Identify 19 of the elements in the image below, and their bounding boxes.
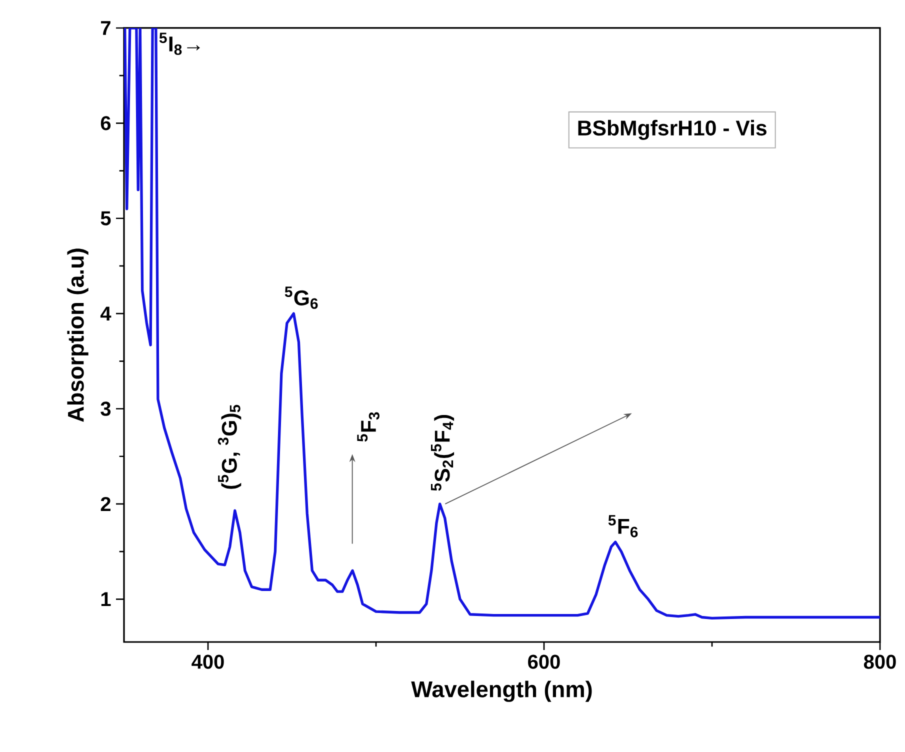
y-tick-label: 1 [101, 592, 111, 606]
annotation: ($^{5}$G, $^{3}$G)$_{5}$ [218, 404, 242, 489]
y-tick-label: 4 [100, 306, 112, 320]
x-tick-label: 400 [192, 654, 224, 669]
annotation: $^{5}$G$_{6}$ [284, 286, 318, 309]
y-tick-label: 6 [100, 116, 111, 130]
y-axis-title: Absorption (a.u) [67, 248, 88, 422]
x-axis-title: Wavelength (nm) [411, 680, 592, 702]
annotation: $^{5}$S$_{2}$($^{5}$F$_{4}$) [430, 414, 454, 491]
annotation: $^{5}$I$_{8}$→ [159, 32, 200, 55]
annotation: $^{5}$F$_{6}$ [608, 515, 638, 538]
x-tick-label: 600 [528, 654, 560, 669]
y-tick-label: 5 [100, 211, 111, 226]
y-tick-label: 3 [100, 402, 111, 416]
y-tick-label: 2 [100, 496, 110, 511]
x-tick-label: 800 [864, 654, 896, 669]
y-tick-label: 7 [101, 21, 110, 35]
annotation: $^{5}$F$_{3}$ [357, 412, 380, 442]
annotation: BSbMgfsrH10 - Vis [578, 120, 766, 140]
